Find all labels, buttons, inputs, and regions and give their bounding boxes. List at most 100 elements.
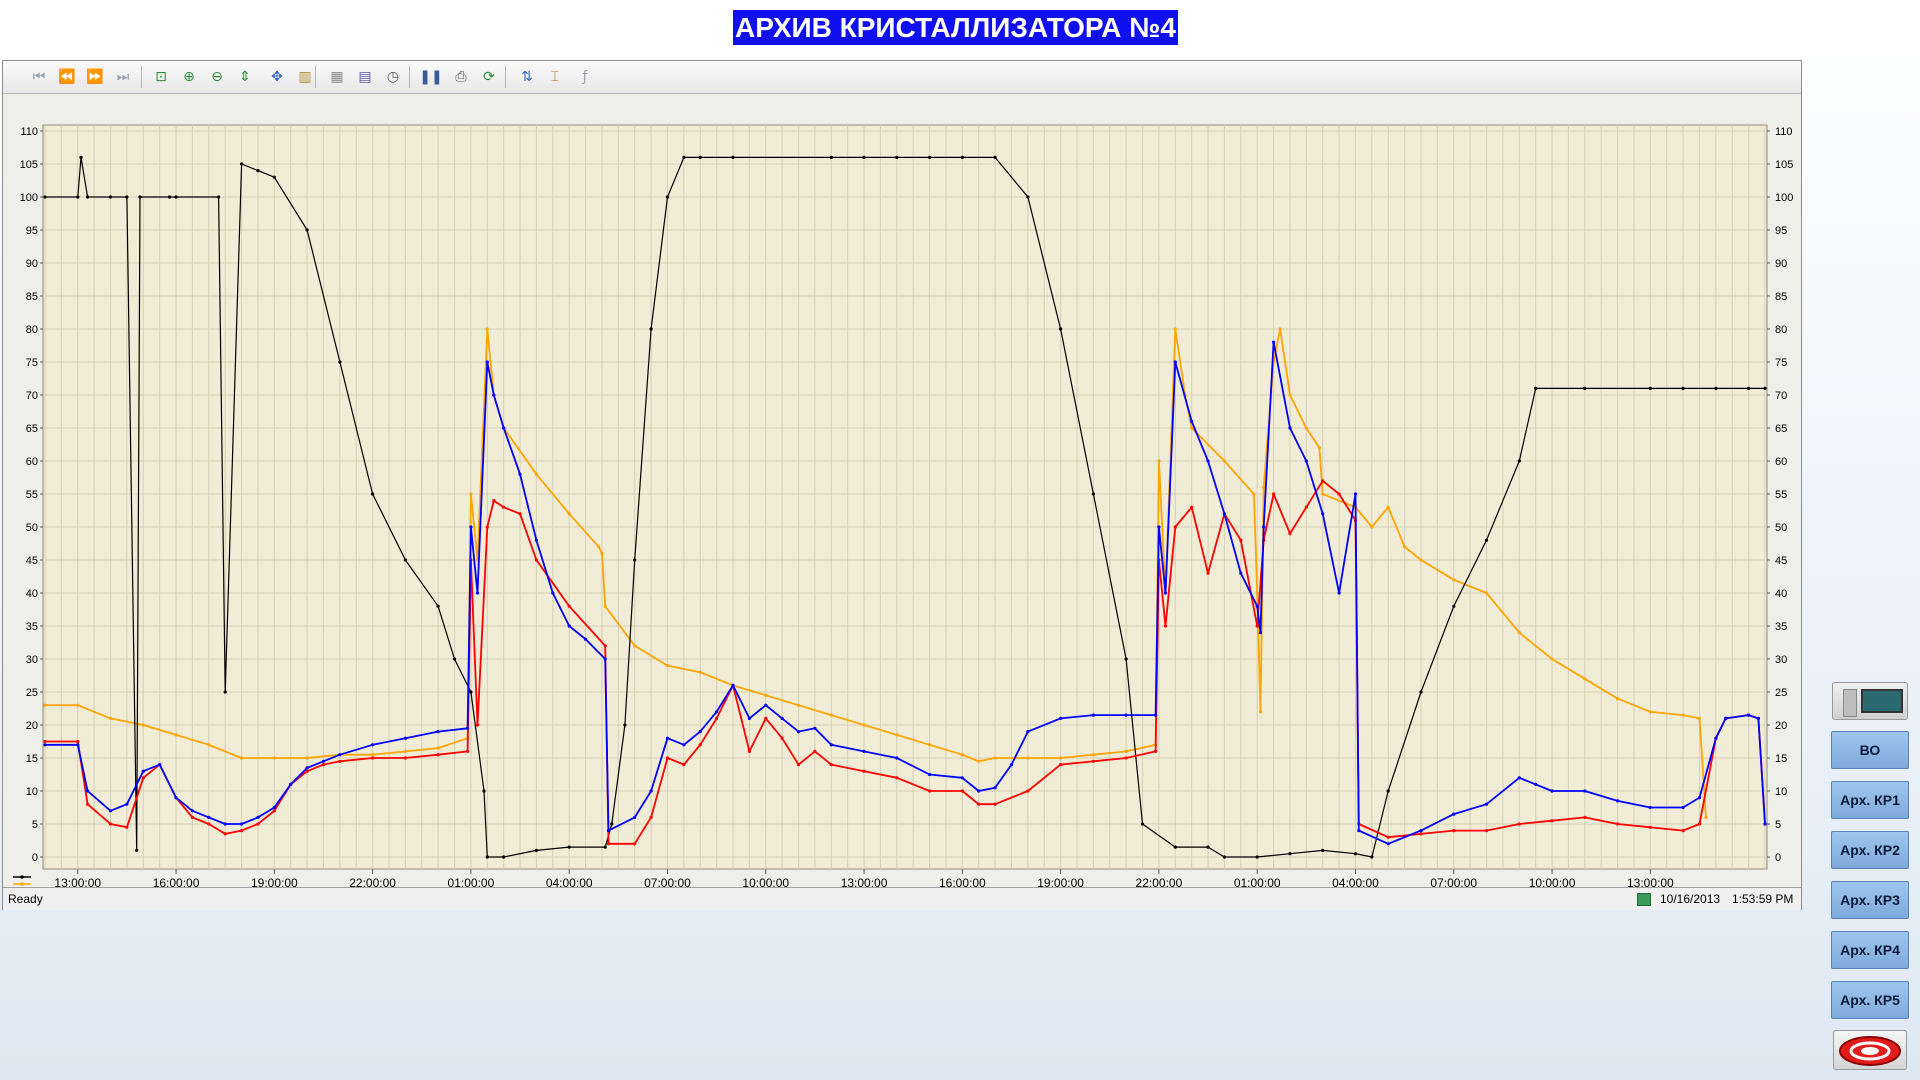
legend-grid-icon[interactable]: ▤ <box>358 69 372 85</box>
data-point <box>1357 829 1361 833</box>
data-point <box>534 558 539 562</box>
data-point <box>371 743 375 747</box>
zoom-in-icon[interactable]: ⊕ <box>183 69 195 85</box>
data-point <box>960 753 964 757</box>
data-point <box>272 175 276 179</box>
grid <box>43 125 1767 869</box>
y-tick-label-left: 60 <box>26 456 38 468</box>
data-point <box>1026 730 1030 734</box>
zoom-fit-icon[interactable]: ⊡ <box>155 69 167 85</box>
data-point <box>1648 710 1652 714</box>
y-tick-label-left: 75 <box>26 357 38 369</box>
grid-icon[interactable]: ▦ <box>330 69 344 85</box>
data-point <box>305 766 309 770</box>
data-point <box>895 776 899 780</box>
arch-kr1-button[interactable]: Арх. КР1 <box>1831 781 1909 819</box>
data-point <box>567 624 571 628</box>
data-point <box>371 492 375 496</box>
data-point <box>977 802 981 806</box>
data-point <box>1173 360 1177 364</box>
data-point <box>1452 812 1456 816</box>
monitor-screen-button[interactable] <box>1832 682 1908 720</box>
y-tick-label-right: 110 <box>1775 126 1793 138</box>
data-point <box>1583 677 1587 681</box>
data-point <box>862 723 866 727</box>
data-point <box>534 538 539 542</box>
first-page-icon[interactable]: ⏮ <box>32 69 46 85</box>
y-tick-label-left: 50 <box>26 522 38 534</box>
data-point <box>1059 756 1063 760</box>
data-point <box>475 591 480 595</box>
x-tick-time: 16:00:00 <box>153 876 200 887</box>
clock-icon[interactable]: ◷ <box>386 69 400 85</box>
data-point <box>1484 802 1489 806</box>
data-point <box>1763 822 1767 826</box>
x-tick-time: 01:00:00 <box>448 876 495 887</box>
data-point <box>977 789 981 793</box>
data-point <box>1190 505 1194 509</box>
next-page-icon[interactable]: ⏩ <box>86 69 104 85</box>
data-point <box>1154 713 1158 717</box>
data-point <box>1026 756 1030 760</box>
y-axis-icon[interactable]: ▥ <box>298 69 312 85</box>
data-point <box>174 796 178 800</box>
arch-kr2-button[interactable]: Арх. КР2 <box>1831 831 1909 869</box>
y-tick-label-right: 85 <box>1775 291 1787 303</box>
zoom-vertical-icon[interactable]: ⇕ <box>239 69 251 85</box>
data-point <box>1747 386 1751 390</box>
last-page-icon[interactable]: ⏭ <box>116 69 130 85</box>
x-tick-time: 10:00:00 <box>742 876 789 887</box>
data-point <box>1403 545 1407 549</box>
x-tick-time: 07:00:00 <box>1430 876 1477 887</box>
data-point <box>1091 713 1095 717</box>
arch-kr4-button[interactable]: Арх. КР4 <box>1831 931 1909 969</box>
data-point <box>993 802 997 806</box>
prev-page-icon[interactable]: ⏪ <box>58 69 76 85</box>
y-tick-label-right: 15 <box>1775 753 1787 765</box>
x-tick-time: 13:00:00 <box>54 876 101 887</box>
data-point <box>1288 393 1292 397</box>
toolbar-separator <box>141 66 142 88</box>
data-point <box>1321 479 1325 483</box>
vo-button[interactable]: ВО <box>1831 731 1909 769</box>
data-point <box>623 723 627 727</box>
data-point <box>928 155 932 159</box>
y-tick-label-left: 20 <box>26 720 38 732</box>
data-point <box>1157 525 1161 529</box>
arch-kr3-button[interactable]: Арх. КР3 <box>1831 881 1909 919</box>
data-point <box>492 499 496 503</box>
y-tick-label-left: 85 <box>26 291 38 303</box>
data-point <box>1583 386 1587 390</box>
plot-area[interactable] <box>42 124 1768 870</box>
data-point <box>649 789 653 793</box>
data-point <box>1681 386 1685 390</box>
function-icon[interactable]: ƒ <box>582 69 588 85</box>
data-point <box>518 512 522 516</box>
arch-kr5-button[interactable]: Арх. КР5 <box>1831 981 1909 1019</box>
data-point <box>665 756 670 760</box>
data-point <box>469 690 473 694</box>
data-point <box>223 832 227 836</box>
trend-viewer[interactable]: ⏮ ⏪ ⏩ ⏭ ⊡ ⊕ ⊖ ⇕ ✥ ▥ ▦ ▤ ◷ ❚❚ ⎙ ⟳ ⇅ ⌶ ƒ 110 110 105 105 100 100 9… <box>2 60 1802 910</box>
y-tick-label-right: 30 <box>1775 654 1787 666</box>
cursor-icon[interactable]: ⌶ <box>550 69 560 85</box>
y-tick-label-left: 10 <box>26 786 38 798</box>
data-point <box>1452 604 1456 608</box>
data-point <box>1747 713 1751 717</box>
pause-icon[interactable]: ❚❚ <box>419 69 443 85</box>
y-tick-label-right: 5 <box>1775 819 1781 831</box>
data-point <box>76 703 80 707</box>
y-tick-label-right: 25 <box>1775 687 1787 699</box>
zoom-out-icon[interactable]: ⊖ <box>211 69 223 85</box>
alarm-button[interactable] <box>1833 1030 1907 1070</box>
export-icon[interactable]: ⇅ <box>521 69 533 85</box>
pan-icon[interactable]: ✥ <box>271 69 283 85</box>
data-point <box>1517 822 1521 826</box>
data-point <box>1724 716 1728 721</box>
refresh-icon[interactable]: ⟳ <box>483 69 495 85</box>
data-point <box>1252 492 1256 496</box>
data-point <box>1370 525 1374 529</box>
print-icon[interactable]: ⎙ <box>455 69 467 85</box>
data-point <box>174 195 178 199</box>
